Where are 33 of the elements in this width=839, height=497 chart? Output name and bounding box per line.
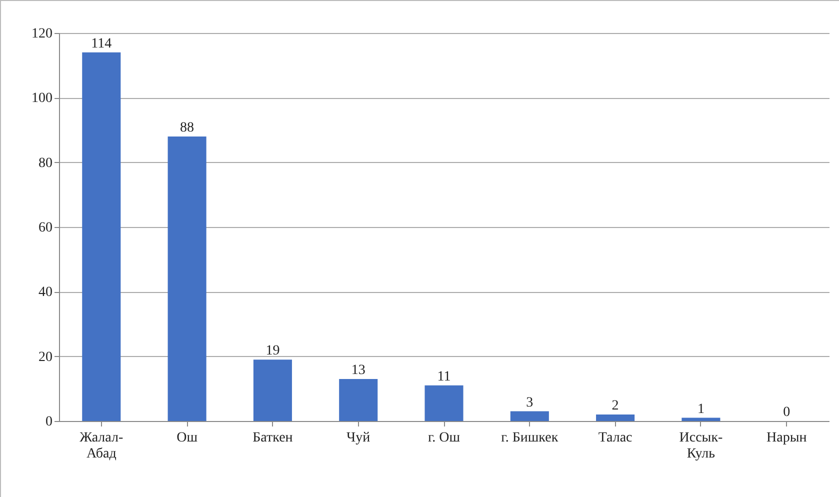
x-tick-label: Ош <box>176 430 198 446</box>
data-label: 88 <box>180 120 194 136</box>
data-label: 11 <box>437 369 451 384</box>
x-tick-label: г. Ош <box>428 430 460 446</box>
bar <box>253 360 292 421</box>
x-tick-label: Иссык-Куль <box>679 430 723 462</box>
x-tick-label: Жалал-Абад <box>80 430 124 462</box>
y-tick-label: 60 <box>38 220 52 236</box>
data-label: 3 <box>526 395 534 410</box>
bar <box>424 385 464 421</box>
bar <box>510 411 549 421</box>
data-label: 0 <box>783 405 790 420</box>
data-label: 19 <box>266 344 280 359</box>
x-tick-label: Баткен <box>252 430 294 446</box>
data-label: 2 <box>612 398 619 414</box>
y-tick-label: 20 <box>38 350 52 365</box>
y-tick-label: 0 <box>46 414 52 430</box>
data-label: 114 <box>91 36 112 52</box>
y-tick-label: 100 <box>32 91 52 106</box>
bar <box>339 378 378 421</box>
y-tick-label: 80 <box>38 156 52 171</box>
bar <box>168 136 206 421</box>
bar <box>596 414 635 421</box>
x-tick-label: Чуй <box>346 430 371 446</box>
data-label: 1 <box>697 402 704 417</box>
x-tick-label: Нарын <box>766 430 808 446</box>
data-label: 13 <box>351 362 366 378</box>
x-tick-label: Талас <box>598 430 632 446</box>
y-tick-label: 40 <box>38 285 52 300</box>
y-tick-label: 120 <box>32 26 52 42</box>
bar <box>82 52 121 421</box>
bar <box>682 418 720 421</box>
x-tick-label: г. Бишкек <box>501 430 558 446</box>
